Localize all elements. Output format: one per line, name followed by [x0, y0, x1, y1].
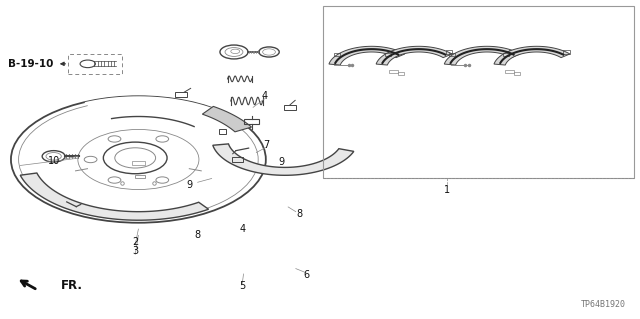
Bar [449, 53, 455, 56]
Polygon shape [212, 144, 354, 175]
Bar [284, 105, 296, 110]
Bar [394, 50, 399, 54]
Polygon shape [329, 46, 405, 65]
Text: 3: 3 [132, 246, 138, 256]
Text: TP64B1920: TP64B1920 [581, 300, 626, 309]
Bar [503, 53, 509, 56]
Bar [323, 6, 634, 178]
Text: 4: 4 [262, 91, 268, 101]
Text: B-19-10: B-19-10 [8, 59, 53, 69]
Text: 6: 6 [303, 270, 309, 280]
Bar [509, 50, 515, 54]
Text: 9: 9 [278, 157, 285, 167]
Bar [232, 157, 243, 162]
Bar [397, 72, 404, 75]
Polygon shape [494, 46, 570, 65]
Bar [514, 72, 520, 75]
Text: 9: 9 [186, 180, 193, 190]
Bar [132, 161, 145, 165]
Polygon shape [444, 46, 520, 65]
Text: 8: 8 [296, 209, 303, 219]
Text: 7: 7 [262, 140, 269, 150]
Bar [445, 50, 452, 54]
Text: FR.: FR. [61, 278, 83, 292]
Bar [385, 53, 391, 56]
Bar [244, 119, 259, 124]
Text: 2: 2 [132, 237, 138, 247]
Bar [389, 70, 397, 72]
Text: 1: 1 [444, 184, 451, 195]
Polygon shape [20, 173, 209, 220]
Bar [333, 53, 340, 56]
Bar [175, 92, 188, 97]
Bar [68, 54, 122, 74]
Bar [219, 129, 227, 134]
Bar [505, 70, 514, 72]
Bar [135, 175, 145, 178]
Text: 4: 4 [239, 224, 245, 234]
Text: 10: 10 [47, 156, 60, 166]
Polygon shape [202, 107, 252, 132]
Polygon shape [84, 96, 233, 160]
Text: 8: 8 [195, 230, 201, 241]
Text: 5: 5 [239, 281, 245, 291]
Polygon shape [376, 46, 452, 65]
Bar [563, 50, 570, 54]
